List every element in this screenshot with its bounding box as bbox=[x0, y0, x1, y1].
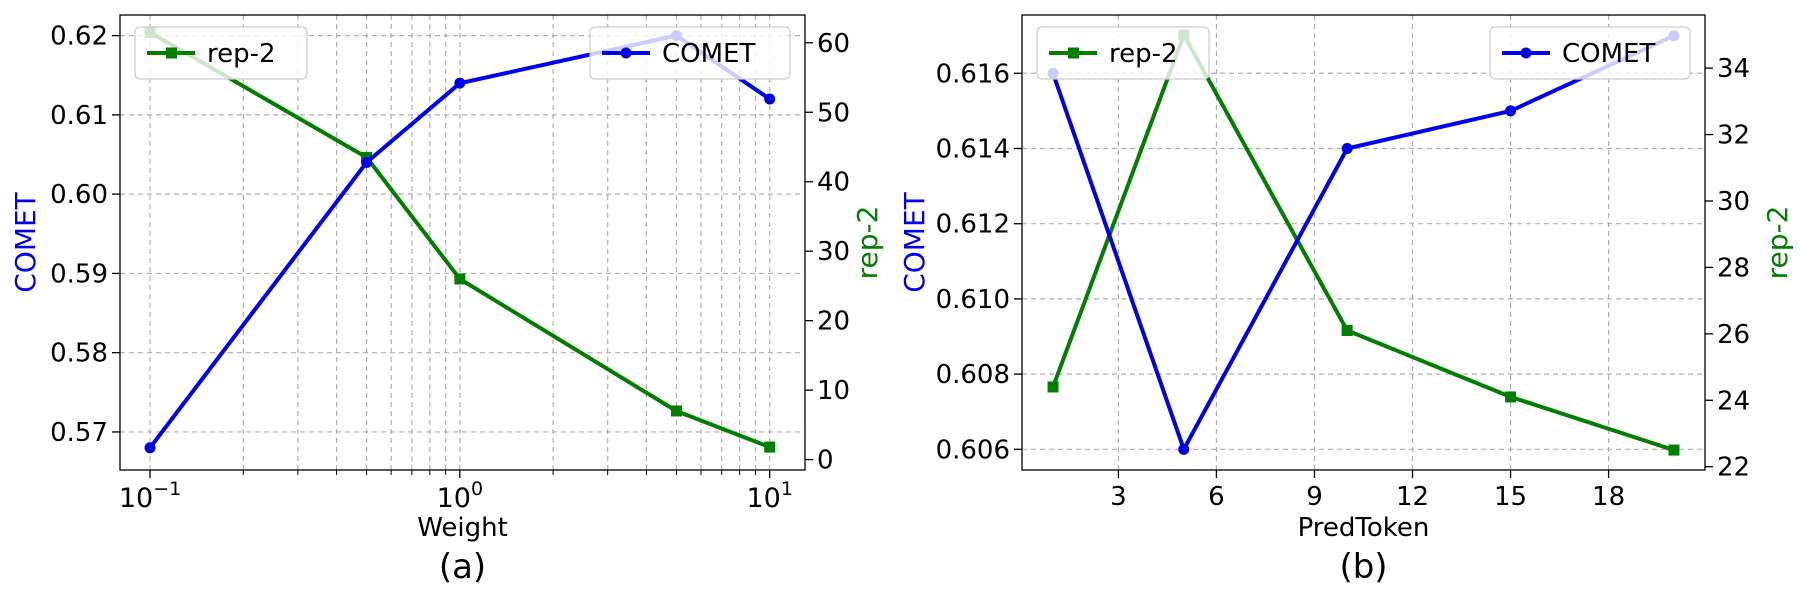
y-left-tick-label: 0.616 bbox=[936, 59, 1010, 89]
grid bbox=[1022, 15, 1705, 470]
y-right-tick-label: 0 bbox=[817, 446, 834, 476]
y-left-tick-label: 0.614 bbox=[936, 134, 1010, 164]
y-right-tick-label: 26 bbox=[1717, 320, 1750, 350]
y-right-tick-label: 20 bbox=[817, 307, 850, 337]
x-tick-label: 100 bbox=[437, 478, 483, 514]
legend-marker bbox=[166, 47, 177, 59]
legend-comet: COMET bbox=[1489, 26, 1691, 80]
data-point bbox=[1505, 105, 1517, 117]
y-left-axis-label: COMET bbox=[9, 191, 42, 292]
panel-a: 10−1 100 1010.570.580.590.600.610.62010203… bbox=[9, 14, 884, 587]
legend-box bbox=[134, 26, 308, 80]
series-comet bbox=[1047, 30, 1680, 455]
y-right-tick-label: 34 bbox=[1717, 54, 1750, 84]
y-left-tick-label: 0.610 bbox=[936, 285, 1010, 315]
data-point bbox=[454, 77, 466, 89]
data-point bbox=[1178, 443, 1190, 455]
x-tick-label: 101 bbox=[746, 478, 792, 514]
y-right-tick-label: 24 bbox=[1717, 386, 1750, 416]
legend-rep2: rep-2 bbox=[134, 26, 308, 80]
plot-frame bbox=[119, 14, 806, 471]
y-right-tick-label: 30 bbox=[1717, 187, 1750, 217]
x-tick-label: 18 bbox=[1592, 482, 1625, 512]
y-right-tick-label: 32 bbox=[1717, 121, 1750, 151]
x-axis-label: Weight bbox=[417, 513, 508, 543]
legend-comet: COMET bbox=[589, 26, 791, 80]
legend-label: COMET bbox=[662, 39, 755, 69]
data-point bbox=[454, 273, 466, 285]
y-right-tick-label: 50 bbox=[817, 98, 850, 128]
x-tick-label: 10−1 bbox=[119, 478, 181, 514]
data-point bbox=[764, 441, 776, 453]
y-right-tick-label: 22 bbox=[1717, 453, 1750, 483]
y-left-tick-label: 0.60 bbox=[50, 180, 108, 210]
y-left-tick-label: 0.62 bbox=[50, 22, 108, 52]
data-point bbox=[1668, 444, 1680, 456]
data-point bbox=[670, 405, 682, 417]
legend-label: COMET bbox=[1562, 39, 1655, 69]
panel-label: (b) bbox=[1339, 547, 1387, 587]
y-left-tick-label: 0.57 bbox=[50, 418, 108, 448]
y-left-tick-label: 0.59 bbox=[50, 259, 108, 289]
series-line bbox=[1051, 32, 1675, 453]
legend-rep2: rep-2 bbox=[1036, 26, 1210, 80]
x-tick-label: 6 bbox=[1208, 482, 1225, 512]
legend-marker bbox=[1520, 47, 1532, 59]
x-tick-label: 12 bbox=[1396, 482, 1429, 512]
y-left-tick-label: 0.612 bbox=[936, 210, 1010, 240]
x-tick-label-exponent: 0 bbox=[471, 478, 483, 500]
legend-marker bbox=[620, 47, 632, 59]
x-axis-label: PredToken bbox=[1298, 513, 1430, 543]
y-right-axis-label: rep-2 bbox=[851, 206, 884, 280]
y-right-tick-label: 40 bbox=[817, 168, 850, 198]
x-tick-label: 3 bbox=[1110, 482, 1127, 512]
legend-box bbox=[589, 26, 791, 80]
y-left-tick-label: 0.606 bbox=[936, 435, 1010, 465]
y-right-tick-label: 10 bbox=[817, 376, 850, 406]
data-point bbox=[144, 442, 156, 454]
legend-label: rep-2 bbox=[1109, 39, 1178, 69]
y-left-tick-label: 0.608 bbox=[936, 360, 1010, 390]
legend-marker bbox=[1068, 47, 1079, 59]
y-right-tick-label: 28 bbox=[1717, 253, 1750, 283]
x-tick-label-exponent: 1 bbox=[781, 478, 793, 500]
legend-label: rep-2 bbox=[207, 39, 276, 69]
x-tick-label: 9 bbox=[1306, 482, 1323, 512]
x-tick-label-base: 10 bbox=[746, 483, 780, 514]
series-line bbox=[1051, 33, 1675, 452]
x-tick-label-exponent: −1 bbox=[153, 478, 181, 500]
legend-box bbox=[1489, 26, 1691, 80]
y-right-tick-label: 30 bbox=[817, 237, 850, 267]
x-tick-label: 15 bbox=[1494, 482, 1527, 512]
y-right-tick-label: 60 bbox=[817, 29, 850, 59]
panel-label: (a) bbox=[439, 547, 486, 587]
data-point bbox=[1341, 325, 1353, 337]
panel-b: 3 6 9 12 15 18 0.606 0.608 0.610 0.612 0.614 0.616 2… bbox=[898, 14, 1794, 587]
series-rep2 bbox=[1047, 29, 1680, 456]
data-point bbox=[1047, 381, 1059, 393]
data-point bbox=[1505, 391, 1517, 403]
y-left-axis-label: COMET bbox=[898, 191, 931, 292]
x-tick-label-base: 10 bbox=[437, 483, 471, 514]
y-left-tick-label: 0.58 bbox=[50, 339, 108, 369]
y-left-tick-label: 0.61 bbox=[50, 101, 108, 131]
plot-frame bbox=[1021, 14, 1706, 471]
y-right-axis-label: rep-2 bbox=[1761, 206, 1794, 280]
legend-box bbox=[1036, 26, 1210, 80]
data-point bbox=[764, 93, 776, 105]
data-point bbox=[361, 156, 373, 168]
x-tick-label-base: 10 bbox=[119, 483, 153, 514]
data-point bbox=[1341, 142, 1353, 154]
